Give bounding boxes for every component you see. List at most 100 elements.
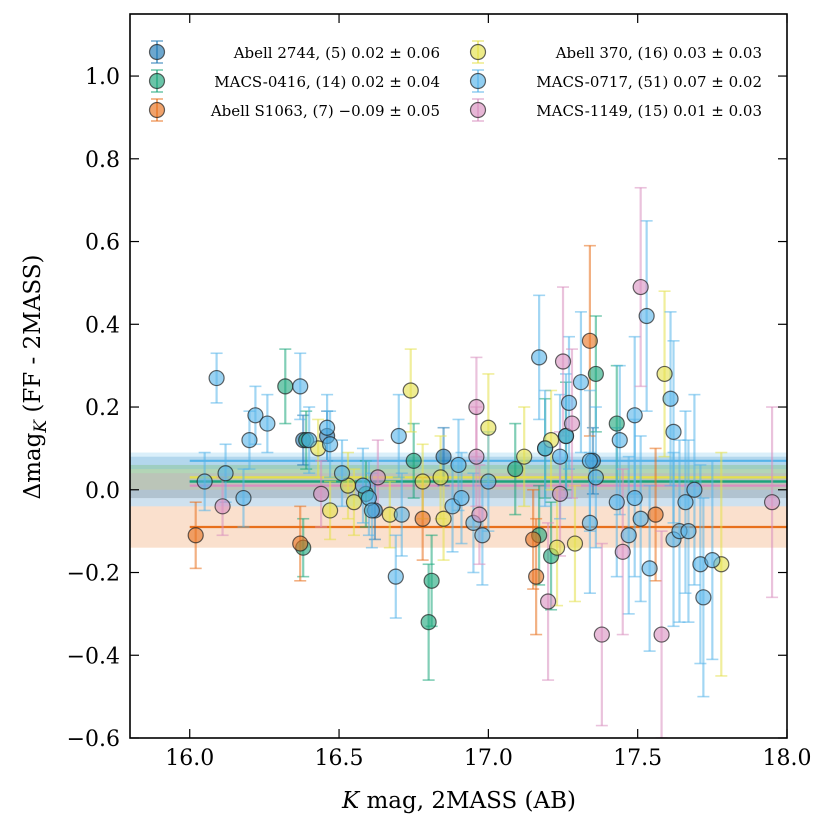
data-point-macs-0717 <box>480 473 497 490</box>
data-point-macs-0717 <box>450 456 467 474</box>
data-point-abell-370 <box>414 473 431 490</box>
data-point-macs-0416 <box>277 378 294 395</box>
data-point-abell-370 <box>548 539 566 556</box>
data-point-macs-0717 <box>537 440 554 457</box>
data-point-macs-0717 <box>333 465 351 482</box>
data-point-macs-0717 <box>235 489 252 507</box>
data-point-macs-0717 <box>196 473 213 490</box>
legend-marker-abell-s1063 <box>148 101 166 119</box>
y-tick-label: 0.8 <box>85 148 120 173</box>
data-point-macs-1149 <box>593 626 610 643</box>
data-point-macs-0717 <box>632 510 649 527</box>
legend-label-macs-0416: MACS-0416, (14) 0.02 ± 0.04 <box>214 73 440 91</box>
legend-label-abell-2744: Abell 2744, (5) 0.02 ± 0.06 <box>233 44 440 62</box>
data-point-macs-0717 <box>531 349 548 366</box>
data-point-macs-0717 <box>387 568 404 585</box>
data-point-abell-370 <box>435 510 452 527</box>
data-point-abell-s1063 <box>581 332 599 349</box>
x-axis-title-rest: mag, 2MASS (AB) <box>359 788 576 814</box>
data-point-macs-1149 <box>313 485 330 503</box>
data-point-abell-370 <box>345 494 363 511</box>
data-point-abell-370 <box>321 502 339 519</box>
y-axis-title-rest: (FF - 2MASS) <box>20 254 46 419</box>
legend-label-abell-s1063: Abell S1063, (7) −0.09 ± 0.05 <box>210 102 440 120</box>
data-point-macs-0717 <box>453 489 470 507</box>
x-tick-label: 17.5 <box>613 746 662 771</box>
data-point-macs-0717 <box>677 494 694 511</box>
data-point-macs-0717 <box>620 527 637 544</box>
data-point-macs-0717 <box>301 432 318 449</box>
data-point-macs-0717 <box>259 415 276 432</box>
legend-label-macs-1149: MACS-1149, (15) 0.01 ± 0.03 <box>536 102 762 120</box>
x-axis-title-italic: K <box>341 788 361 814</box>
data-point-macs-0717 <box>474 527 491 544</box>
data-point-macs-0717 <box>581 452 599 469</box>
data-point-abell-s1063 <box>292 535 309 552</box>
data-point-macs-1149 <box>614 543 631 560</box>
x-tick-label: 16.0 <box>165 746 214 771</box>
data-point-abell-2744 <box>435 448 452 465</box>
data-point-macs-0717 <box>208 369 225 387</box>
data-point-abell-370 <box>566 535 584 552</box>
data-point-macs-0717 <box>626 407 643 424</box>
data-point-macs-1149 <box>551 485 569 503</box>
svg-text:K mag, 2MASS (AB): K mag, 2MASS (AB) <box>341 788 576 814</box>
data-point-macs-1149 <box>471 506 488 523</box>
data-point-macs-0717 <box>551 448 569 465</box>
data-point-macs-0717 <box>695 589 712 606</box>
data-point-abell-370 <box>402 382 419 399</box>
legend-label-macs-0717: MACS-0717, (51) 0.07 ± 0.02 <box>536 73 762 91</box>
y-tick-label: 0.0 <box>85 479 120 504</box>
y-tick-label: 1.0 <box>85 65 120 90</box>
data-point-macs-1149 <box>554 353 572 370</box>
y-tick-label: −0.6 <box>67 727 120 752</box>
data-point-macs-1149 <box>468 398 485 416</box>
data-point-macs-0717 <box>626 489 643 507</box>
y-tick-label: 0.4 <box>85 313 120 338</box>
data-point-macs-0717 <box>390 427 407 445</box>
data-point-abell-s1063 <box>414 510 431 527</box>
data-point-macs-1149 <box>468 448 485 465</box>
axes-layer: 16.0 16.5 17.0 17.5 18.0 −0.6 −0.4 −0.2 0.0 0.2 0.… <box>67 13 811 771</box>
x-tick-label: 17.0 <box>464 746 513 771</box>
y-axis-title: ΔmagK (FF - 2MASS) <box>20 254 51 499</box>
data-point-macs-0416 <box>608 415 625 432</box>
data-point-macs-0717 <box>680 523 697 540</box>
plot-frame <box>129 13 788 739</box>
data-point-macs-0717 <box>363 502 380 519</box>
legend-marker-abell-370 <box>469 43 487 61</box>
data-point-abell-s1063 <box>647 506 664 523</box>
plot-inner <box>130 186 787 738</box>
data-point-macs-1149 <box>653 626 670 643</box>
x-tick-label: 16.5 <box>315 746 364 771</box>
data-point-macs-0717 <box>662 390 679 407</box>
y-tick-label: −0.4 <box>67 644 120 669</box>
data-point-macs-0717 <box>572 374 590 391</box>
data-point-abell-370 <box>516 448 533 465</box>
data-point-macs-0416 <box>423 572 440 589</box>
data-point-abell-s1063 <box>528 568 545 585</box>
x-axis-title: K mag, 2MASS (AB) <box>341 788 576 814</box>
data-point-macs-1149 <box>763 494 781 511</box>
data-point-macs-0717 <box>247 407 264 424</box>
legend: Abell 2744, (5) 0.02 ± 0.06 MACS-0416, (1… <box>148 40 762 122</box>
data-point-macs-0717 <box>217 465 234 482</box>
data-point-macs-0416 <box>420 614 437 631</box>
data-point-macs-0717 <box>665 423 682 440</box>
data-point-macs-1149 <box>369 469 386 486</box>
data-point-macs-0717 <box>581 514 599 531</box>
plot-area-layer <box>130 186 787 738</box>
data-point-macs-0717 <box>241 432 258 449</box>
data-point-macs-1149 <box>563 415 581 432</box>
data-point-macs-0717 <box>641 560 658 577</box>
data-point-abell-s1063 <box>525 531 542 548</box>
y-axis-title-sub: K <box>31 419 51 434</box>
data-point-abell-370 <box>432 469 449 486</box>
data-point-macs-0416 <box>507 460 524 478</box>
legend-marker-macs-1149 <box>469 101 487 119</box>
data-point-macs-1149 <box>214 498 231 515</box>
legend-marker-macs-0717 <box>469 72 487 90</box>
data-point-macs-0717 <box>704 552 721 569</box>
data-point-macs-0717 <box>560 394 578 411</box>
